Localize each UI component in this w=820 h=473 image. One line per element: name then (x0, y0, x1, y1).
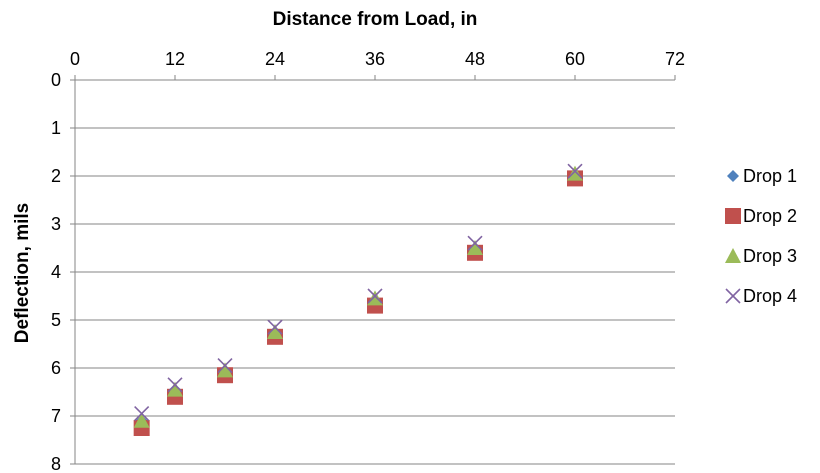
legend-marker-1 (727, 170, 739, 182)
point-s4-1 (167, 377, 183, 393)
legend-marker-4 (725, 288, 741, 304)
legend-item-1: Drop 1 (727, 166, 797, 186)
legend-label-1: Drop 1 (743, 166, 797, 186)
x-tick-label-72: 72 (665, 49, 685, 69)
point-s3-3 (267, 324, 283, 339)
y-tick-label-5: 5 (51, 310, 61, 330)
series-2 (133, 170, 583, 436)
x-tick-label-48: 48 (465, 49, 485, 69)
point-s3-1 (167, 381, 183, 397)
series-1 (135, 167, 581, 427)
legend-marker-2 (725, 208, 741, 224)
legend: Drop 1 Drop 2 Drop 3 Drop 4 (725, 166, 797, 306)
point-s3-2 (217, 362, 233, 378)
y-tick-label-8: 8 (51, 454, 61, 473)
legend-item-2: Drop 2 (725, 206, 797, 226)
point-s4-0 (134, 406, 150, 422)
legend-marker-3 (725, 248, 741, 263)
legend-item-4: Drop 4 (725, 286, 797, 306)
y-axis-title: Deflection, mils (12, 203, 33, 343)
x-tick-label-36: 36 (365, 49, 385, 69)
x-tick-label-60: 60 (565, 49, 585, 69)
grid-layer (75, 127, 675, 465)
point-s4-4 (367, 288, 383, 304)
x-tick-label-24: 24 (265, 49, 285, 69)
point-s3-4 (367, 290, 383, 306)
y-tick-label-7: 7 (51, 406, 61, 426)
y-tick-label-3: 3 (51, 214, 61, 234)
x-axis-title: Distance from Load, in (273, 9, 478, 30)
y-tick-label-2: 2 (51, 166, 61, 186)
point-s4-2 (217, 358, 233, 374)
point-s4-5 (467, 235, 483, 251)
y-tick-label-1: 1 (51, 118, 61, 138)
series-4 (134, 163, 583, 422)
point-s3-6 (567, 165, 583, 181)
x-tick-label-0: 0 (70, 49, 80, 69)
marker-layer (133, 163, 583, 436)
legend-label-3: Drop 3 (743, 246, 797, 266)
series-3 (133, 165, 583, 428)
point-s4-6 (567, 163, 583, 179)
legend-label-2: Drop 2 (743, 206, 797, 226)
point-s3-5 (467, 240, 483, 255)
y-tick-label-0: 0 (51, 70, 61, 90)
point-s4-3 (267, 319, 283, 335)
legend-item-3: Drop 3 (725, 246, 797, 266)
point-s3-0 (133, 412, 150, 428)
x-tick-label-12: 12 (165, 49, 185, 69)
legend-label-4: Drop 4 (743, 286, 797, 306)
y-tick-label-6: 6 (51, 358, 61, 378)
y-tick-label-4: 4 (51, 262, 61, 282)
